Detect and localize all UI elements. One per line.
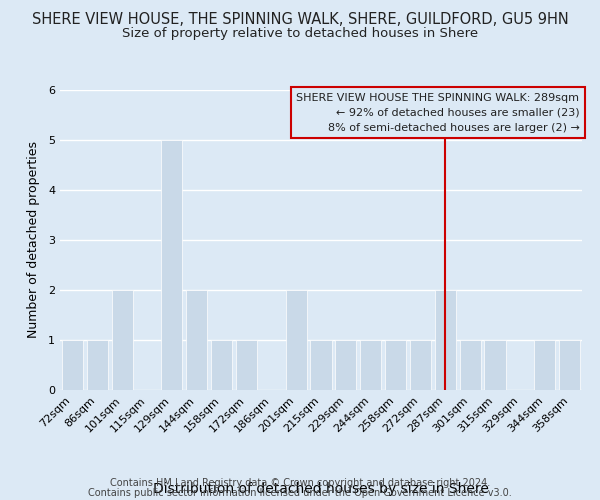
Bar [460, 340, 481, 390]
Bar [186, 290, 207, 390]
Bar [410, 340, 431, 390]
Bar [62, 340, 83, 390]
X-axis label: Distribution of detached houses by size in Shere: Distribution of detached houses by size … [153, 482, 489, 496]
Bar [161, 140, 182, 390]
Bar [112, 290, 133, 390]
Bar [211, 340, 232, 390]
Bar [87, 340, 108, 390]
Bar [534, 340, 555, 390]
Bar [559, 340, 580, 390]
Bar [286, 290, 307, 390]
Text: Size of property relative to detached houses in Shere: Size of property relative to detached ho… [122, 28, 478, 40]
Text: SHERE VIEW HOUSE, THE SPINNING WALK, SHERE, GUILDFORD, GU5 9HN: SHERE VIEW HOUSE, THE SPINNING WALK, SHE… [32, 12, 568, 28]
Bar [335, 340, 356, 390]
Y-axis label: Number of detached properties: Number of detached properties [26, 142, 40, 338]
Bar [360, 340, 381, 390]
Bar [385, 340, 406, 390]
Text: SHERE VIEW HOUSE THE SPINNING WALK: 289sqm
← 92% of detached houses are smaller : SHERE VIEW HOUSE THE SPINNING WALK: 289s… [296, 93, 580, 132]
Bar [484, 340, 506, 390]
Bar [310, 340, 332, 390]
Bar [435, 290, 456, 390]
Text: Contains public sector information licensed under the Open Government Licence v3: Contains public sector information licen… [88, 488, 512, 498]
Text: Contains HM Land Registry data © Crown copyright and database right 2024.: Contains HM Land Registry data © Crown c… [110, 478, 490, 488]
Bar [236, 340, 257, 390]
